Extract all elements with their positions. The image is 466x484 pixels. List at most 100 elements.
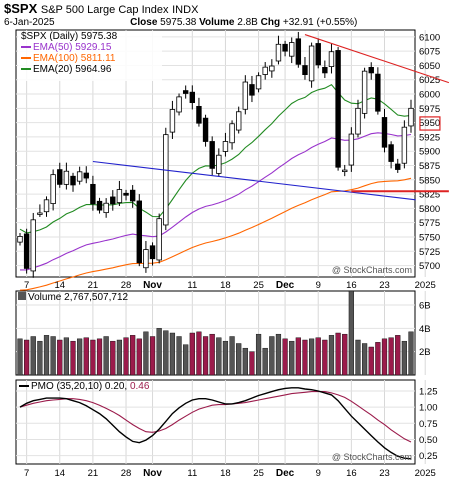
candle-body	[315, 43, 321, 66]
pmo-x-tick-label: 28	[121, 468, 132, 479]
ema20-line	[19, 84, 412, 234]
volume-bar	[242, 347, 248, 376]
pmo-x-tick-label: 9	[316, 468, 321, 479]
volume-bar	[96, 338, 103, 376]
volume-value: 2.8B	[237, 17, 258, 28]
legend-label-price: $SPX (Daily) 5975.38	[21, 31, 118, 42]
index-name: S&P 500 Large Cap Index	[40, 4, 169, 16]
volume-bar	[262, 347, 268, 376]
volume-bar	[163, 330, 169, 376]
volume-bar	[388, 337, 394, 376]
price-x-tick-label: 14	[54, 280, 65, 291]
candle-body	[110, 196, 116, 205]
pmo-x-tick-label: 16	[346, 468, 357, 479]
volume-y-tick-label: 4B	[419, 324, 431, 335]
volume-bar	[123, 337, 129, 376]
ema100-line	[19, 177, 412, 291]
candle-body	[262, 66, 268, 75]
legend-label-ema: EMA(20) 5964.96	[33, 64, 112, 75]
candle-body	[202, 117, 209, 142]
candle-body	[375, 73, 381, 112]
candle-body	[63, 170, 70, 185]
volume-bar	[202, 336, 209, 376]
volume-bar	[322, 339, 328, 376]
chg-value: +32.91 (+0.55%)	[282, 17, 358, 28]
volume-bar	[236, 343, 242, 376]
candle-body	[176, 96, 182, 113]
candle-body	[30, 219, 36, 272]
date: 6-Jan-2025	[4, 17, 55, 28]
price-y-tick-label: 5900	[419, 147, 440, 158]
candle-body	[96, 200, 103, 211]
volume-label: Volume	[199, 17, 235, 28]
close-label: Close	[130, 17, 158, 28]
volume-bar	[189, 332, 195, 376]
volume-bar	[110, 340, 116, 376]
volume-bar	[216, 337, 222, 376]
volume-bar	[176, 336, 182, 376]
candle-body	[189, 91, 196, 104]
volume-legend-swatch	[18, 292, 26, 300]
price-y-tick-label: 6050	[419, 61, 440, 72]
candle-body	[229, 123, 235, 144]
volume-bar	[77, 338, 83, 376]
candle-body	[37, 212, 43, 215]
pmo-x-tick-label: 25	[253, 468, 264, 479]
candle-body	[335, 50, 341, 168]
pmo-y-tick-label: 0.50	[419, 435, 438, 446]
volume-bar	[255, 333, 262, 376]
volume-bar	[401, 340, 407, 376]
volume-bar	[308, 338, 315, 376]
price-x-tick-label: 25	[253, 280, 264, 291]
price-x-tick-label: 2025	[415, 280, 436, 291]
price-y-tick-label: 5950	[419, 118, 440, 129]
candle-body	[308, 45, 315, 82]
candle-body	[216, 154, 222, 174]
candle-body	[368, 66, 374, 74]
candle-body	[401, 126, 408, 164]
volume-bar	[183, 344, 189, 376]
pmo-x-tick-label: 11	[187, 468, 197, 479]
volume-bar	[302, 339, 308, 376]
candle-body	[169, 109, 176, 133]
candle-body	[289, 42, 295, 57]
candle-body	[269, 65, 275, 72]
candle-body	[235, 111, 242, 131]
price-x-tick-label: Nov	[143, 280, 162, 291]
price-y-tick-label: 5725	[419, 247, 440, 258]
pmo-x-tick-label: 23	[379, 468, 390, 479]
volume-bar	[328, 335, 335, 376]
candle-body	[222, 141, 229, 152]
blue-support-trendline	[92, 160, 416, 201]
volume-bar	[269, 336, 275, 376]
volume-bar	[362, 343, 368, 376]
volume-bar	[24, 339, 30, 376]
pmo-x-tick-label: Dec	[276, 468, 295, 479]
legend-label-ema: EMA(100) 5811.11	[33, 53, 116, 64]
price-x-tick-label: 18	[220, 280, 231, 291]
price-y-tick-label: 5875	[419, 161, 440, 172]
volume-bar	[37, 340, 43, 376]
candle-body	[149, 245, 156, 260]
candle-body	[156, 218, 162, 261]
price-y-tick-label: 6100	[419, 32, 440, 43]
pmo-y-tick-label: 0.25	[419, 451, 438, 462]
candle-body	[328, 51, 335, 67]
pmo-y-tick-label: 1.25	[419, 386, 438, 397]
volume-bar	[342, 333, 348, 376]
volume-bar	[275, 333, 282, 376]
gap-box	[419, 116, 441, 131]
candle-body	[163, 134, 169, 226]
pmo-x-tick-label: 18	[220, 468, 231, 479]
candle-body	[17, 236, 23, 243]
pmo-x-tick-label: 2025	[415, 468, 436, 479]
red-resistance-trendline	[304, 34, 450, 84]
candle-body	[282, 43, 288, 52]
volume-bar	[103, 336, 109, 376]
price-x-tick-label: 9	[316, 280, 321, 291]
volume-bar	[30, 336, 36, 376]
volume-bar	[335, 332, 341, 376]
candle-body	[408, 107, 414, 127]
volume-bar	[57, 339, 63, 376]
candle-body	[342, 169, 348, 172]
